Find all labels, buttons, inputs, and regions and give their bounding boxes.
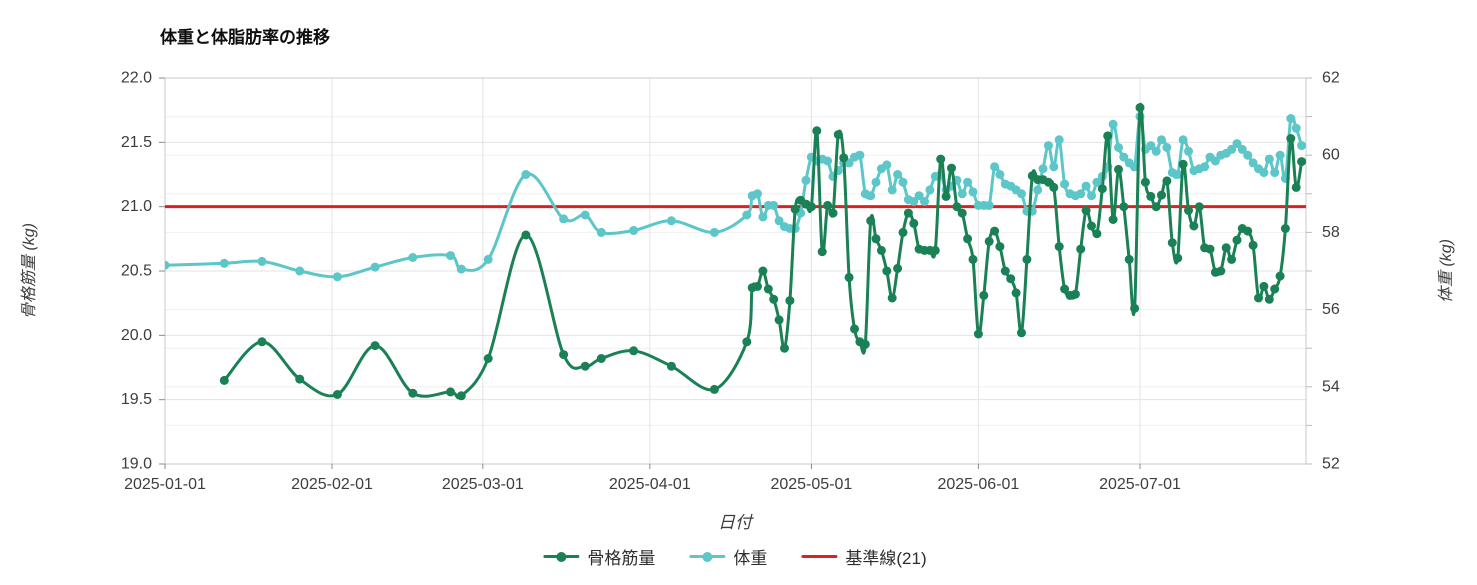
svg-text:19.5: 19.5 <box>121 391 152 408</box>
legend-label-weight: 体重 <box>733 549 768 568</box>
svg-text:20.0: 20.0 <box>121 327 152 344</box>
legend-item-weight: 体重 <box>689 544 767 569</box>
y-right-axis-title: 体重 (kg) <box>1438 238 1455 304</box>
svg-text:54: 54 <box>1322 378 1340 395</box>
weight-series-marker-icon <box>689 551 726 563</box>
legend: 骨格筋量 体重 基準線(21) <box>543 544 927 569</box>
legend-label-reference: 基準線(21) <box>845 549 927 568</box>
legend-item-reference: 基準線(21) <box>801 544 927 569</box>
y-left-axis-title: 骨格筋量 (kg) <box>21 222 38 320</box>
legend-label-muscle: 骨格筋量 <box>587 549 656 568</box>
svg-text:62: 62 <box>1322 70 1340 87</box>
svg-text:22.0: 22.0 <box>121 70 152 87</box>
svg-text:56: 56 <box>1322 301 1340 318</box>
svg-text:52: 52 <box>1322 456 1340 473</box>
svg-text:20.5: 20.5 <box>121 263 152 280</box>
chart-title: 体重と体脂肪率の推移 <box>160 28 330 47</box>
svg-text:21.5: 21.5 <box>121 134 152 151</box>
svg-text:19.0: 19.0 <box>121 456 152 473</box>
legend-item-muscle: 骨格筋量 <box>543 544 655 569</box>
svg-text:2025-01-01: 2025-01-01 <box>124 476 206 493</box>
svg-text:21.0: 21.0 <box>121 198 152 215</box>
svg-text:2025-02-01: 2025-02-01 <box>291 476 373 493</box>
muscle-series-marker-icon <box>543 551 580 563</box>
svg-text:60: 60 <box>1322 147 1340 164</box>
svg-text:2025-04-01: 2025-04-01 <box>609 476 691 493</box>
svg-text:2025-03-01: 2025-03-01 <box>442 476 524 493</box>
svg-text:58: 58 <box>1322 224 1340 241</box>
svg-text:2025-05-01: 2025-05-01 <box>770 476 852 493</box>
svg-text:2025-07-01: 2025-07-01 <box>1099 476 1181 493</box>
x-axis-title: 日付 <box>718 513 752 532</box>
reference-line-marker-icon <box>801 551 838 563</box>
svg-text:2025-06-01: 2025-06-01 <box>937 476 1019 493</box>
